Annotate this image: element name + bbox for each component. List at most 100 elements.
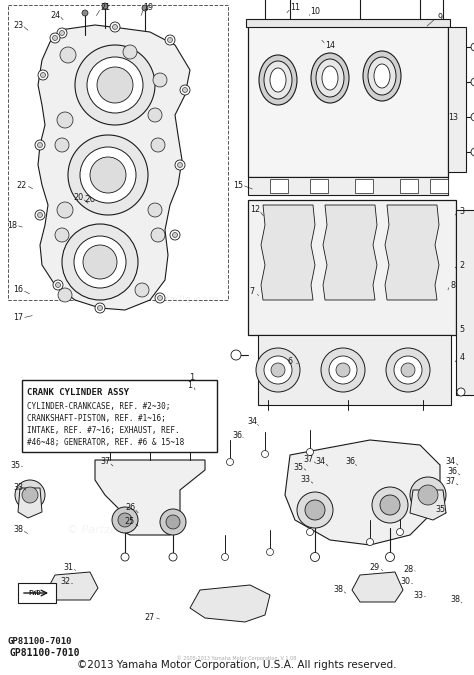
- Circle shape: [35, 210, 45, 220]
- Circle shape: [123, 45, 137, 59]
- Circle shape: [57, 112, 73, 128]
- Polygon shape: [352, 572, 403, 602]
- Circle shape: [227, 458, 234, 466]
- Text: 13: 13: [448, 113, 458, 122]
- Circle shape: [167, 38, 173, 43]
- Bar: [248, 200, 456, 335]
- Text: 20: 20: [73, 194, 83, 202]
- Bar: [18, 583, 56, 603]
- Text: 19: 19: [143, 3, 153, 13]
- Bar: [310, 179, 328, 193]
- Circle shape: [307, 529, 313, 535]
- Circle shape: [75, 45, 155, 125]
- Text: 34: 34: [315, 458, 325, 466]
- Circle shape: [321, 348, 365, 392]
- Circle shape: [180, 85, 190, 95]
- Text: 24: 24: [50, 11, 60, 20]
- Circle shape: [83, 245, 117, 279]
- Circle shape: [307, 448, 313, 456]
- Text: 35: 35: [10, 460, 20, 470]
- Text: 36: 36: [345, 458, 355, 466]
- Text: 15: 15: [233, 180, 243, 190]
- Circle shape: [310, 553, 319, 562]
- Circle shape: [182, 88, 188, 92]
- Bar: [448, 27, 466, 172]
- Text: © Partzilla.com: © Partzilla.com: [307, 525, 393, 535]
- Circle shape: [169, 553, 177, 561]
- Circle shape: [22, 487, 38, 503]
- Circle shape: [58, 288, 72, 302]
- Text: 7: 7: [249, 288, 255, 296]
- Bar: [8, 5, 228, 300]
- Bar: [258, 335, 451, 405]
- Circle shape: [121, 553, 129, 561]
- Bar: [456, 210, 474, 395]
- Circle shape: [82, 10, 88, 16]
- Polygon shape: [95, 460, 205, 535]
- Text: 34: 34: [247, 418, 257, 427]
- Circle shape: [118, 513, 132, 527]
- Circle shape: [170, 230, 180, 240]
- Circle shape: [305, 500, 325, 520]
- Circle shape: [87, 57, 143, 113]
- Text: 34: 34: [445, 458, 455, 466]
- Circle shape: [112, 507, 138, 533]
- Text: © Partzilla.com: © Partzilla.com: [346, 115, 433, 125]
- Circle shape: [60, 30, 64, 36]
- Circle shape: [55, 283, 61, 288]
- Circle shape: [55, 228, 69, 242]
- Text: 33: 33: [300, 475, 310, 485]
- Circle shape: [68, 135, 148, 215]
- Text: © Partzilla.com: © Partzilla.com: [67, 525, 153, 535]
- Text: 37: 37: [445, 477, 455, 487]
- Circle shape: [394, 356, 422, 384]
- Polygon shape: [38, 25, 190, 310]
- Circle shape: [147, 440, 153, 446]
- Ellipse shape: [322, 66, 338, 90]
- Text: 21: 21: [100, 3, 110, 13]
- Circle shape: [37, 142, 43, 148]
- Circle shape: [151, 138, 165, 152]
- Circle shape: [142, 5, 148, 11]
- Bar: [246, 19, 450, 27]
- Circle shape: [80, 147, 136, 203]
- Bar: [400, 179, 418, 193]
- Text: 23: 23: [13, 20, 23, 30]
- Text: 17: 17: [13, 313, 23, 323]
- Circle shape: [153, 73, 167, 87]
- Text: INTAKE, REF. #7~16; EXHAUST, REF.: INTAKE, REF. #7~16; EXHAUST, REF.: [27, 426, 180, 435]
- Circle shape: [336, 363, 350, 377]
- Text: © Partzilla.com: © Partzilla.com: [132, 295, 219, 305]
- Circle shape: [231, 350, 241, 360]
- Text: 25: 25: [125, 518, 135, 526]
- Text: CRANKSHAFT-PISTON, REF. #1~16;: CRANKSHAFT-PISTON, REF. #1~16;: [27, 414, 166, 423]
- Text: 38: 38: [333, 585, 343, 595]
- Bar: [248, 22, 448, 177]
- Circle shape: [166, 515, 180, 529]
- Circle shape: [107, 440, 113, 446]
- Circle shape: [386, 348, 430, 392]
- Circle shape: [155, 293, 165, 303]
- Circle shape: [50, 33, 60, 43]
- Ellipse shape: [363, 51, 401, 101]
- Circle shape: [53, 280, 63, 290]
- Circle shape: [256, 348, 300, 392]
- Text: 16: 16: [13, 286, 23, 294]
- Polygon shape: [190, 585, 270, 622]
- Circle shape: [410, 477, 446, 513]
- Polygon shape: [410, 490, 446, 520]
- Polygon shape: [323, 205, 377, 300]
- Ellipse shape: [264, 61, 292, 99]
- Text: CYLINDER-CRANKCASE, REF. #2~30;: CYLINDER-CRANKCASE, REF. #2~30;: [27, 402, 170, 411]
- Text: 14: 14: [325, 40, 335, 49]
- Bar: [270, 179, 288, 193]
- Text: 35: 35: [293, 462, 303, 472]
- Circle shape: [262, 450, 268, 458]
- Circle shape: [62, 224, 138, 300]
- Circle shape: [418, 485, 438, 505]
- Circle shape: [74, 236, 126, 288]
- Circle shape: [135, 283, 149, 297]
- Polygon shape: [261, 205, 315, 300]
- Circle shape: [471, 113, 474, 121]
- Text: GP81100-7010: GP81100-7010: [10, 648, 81, 658]
